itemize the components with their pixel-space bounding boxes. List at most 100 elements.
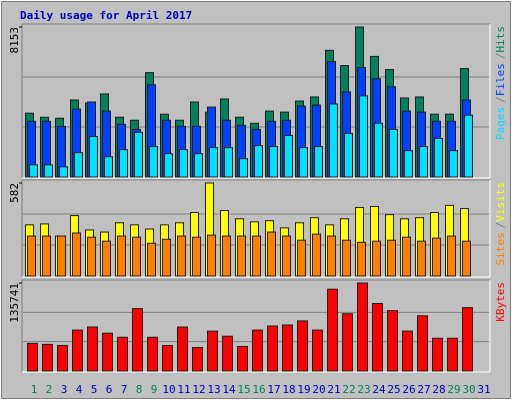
bar — [447, 337, 458, 372]
x-tick-label: 4 — [76, 383, 83, 396]
bar — [164, 153, 173, 178]
bar — [89, 135, 98, 178]
legend-entry: Visits — [494, 182, 507, 222]
x-tick-label: 5 — [91, 383, 98, 396]
bar — [344, 132, 353, 178]
bar — [72, 329, 83, 372]
bar — [117, 336, 128, 372]
bar — [222, 235, 231, 277]
legend-separator: / — [494, 96, 507, 103]
x-tick-label: 27 — [417, 383, 430, 396]
bar — [194, 153, 203, 178]
bar — [237, 345, 248, 372]
bar — [239, 158, 248, 178]
bar — [372, 302, 383, 372]
bar — [402, 236, 411, 277]
bar — [327, 288, 338, 372]
bar — [432, 237, 441, 277]
bar — [147, 242, 156, 277]
bar — [402, 330, 413, 372]
x-tick-label: 8 — [136, 383, 143, 396]
bar — [117, 235, 126, 277]
x-tick-label: 17 — [267, 383, 280, 396]
bar — [462, 307, 473, 372]
bar — [254, 145, 263, 178]
x-tick-label: 6 — [106, 383, 113, 396]
x-tick-label: 2 — [46, 383, 53, 396]
bar — [359, 95, 368, 178]
bar — [417, 240, 426, 277]
bar — [192, 236, 201, 277]
bar — [57, 344, 68, 372]
bar — [299, 147, 308, 178]
legend: Sites /Visits — [494, 182, 507, 266]
bar — [389, 128, 398, 178]
x-tick-label: 9 — [151, 383, 158, 396]
bar — [42, 235, 51, 277]
bar — [419, 146, 428, 178]
x-tick-label: 14 — [222, 383, 236, 396]
bar — [282, 235, 291, 277]
x-tick-label: 1 — [31, 383, 38, 396]
bar — [314, 146, 323, 178]
bar — [132, 308, 143, 372]
bar — [74, 152, 83, 178]
bar — [372, 240, 381, 277]
bar — [72, 232, 81, 277]
x-tick-label: 7 — [121, 383, 128, 396]
x-tick-label: 21 — [327, 383, 340, 396]
x-tick-label: 23 — [357, 383, 370, 396]
x-tick-label: 11 — [177, 383, 190, 396]
x-tick-label: 16 — [252, 383, 265, 396]
bar — [27, 342, 38, 372]
bar — [297, 239, 306, 277]
bar — [42, 343, 53, 372]
bar — [297, 320, 308, 372]
bar — [134, 131, 143, 178]
legend-separator: / — [494, 53, 507, 60]
bar — [87, 236, 96, 277]
x-tick-label: 12 — [192, 383, 205, 396]
bar — [132, 236, 141, 277]
x-tick-label: 30 — [462, 383, 475, 396]
bar — [417, 315, 428, 372]
bar — [177, 326, 188, 372]
bar — [177, 235, 186, 277]
x-tick-label: 18 — [282, 383, 295, 396]
bar — [149, 146, 158, 178]
x-tick-label: 25 — [387, 383, 400, 396]
bar — [207, 234, 216, 277]
bar — [434, 137, 443, 178]
bar — [179, 149, 188, 178]
bar — [237, 235, 246, 277]
bar — [432, 337, 443, 372]
x-tick-label: 26 — [402, 383, 415, 396]
bar — [44, 164, 53, 178]
legend-entry: Sites — [494, 232, 507, 265]
bar — [224, 147, 233, 178]
legend-entry: Pages — [494, 107, 507, 140]
bar — [162, 238, 171, 277]
bar — [462, 240, 471, 277]
x-tick-label: 3 — [61, 383, 68, 396]
bar — [404, 150, 413, 178]
bar — [267, 231, 276, 277]
bar — [447, 235, 456, 277]
bar — [222, 335, 233, 372]
bar — [282, 324, 293, 372]
legend: KBytes — [494, 282, 507, 322]
bar — [102, 240, 111, 277]
legend-entry: KBytes — [494, 282, 507, 322]
bar — [357, 282, 368, 372]
x-tick-label: 28 — [432, 383, 445, 396]
bar — [374, 122, 383, 178]
bar — [57, 235, 66, 277]
bar — [357, 241, 366, 277]
bar — [29, 164, 38, 178]
bar — [104, 156, 113, 178]
chart-title: Daily usage for April 2017 — [20, 9, 192, 22]
bar — [464, 114, 473, 178]
x-tick-label: 20 — [312, 383, 325, 396]
bar — [327, 235, 336, 277]
bar — [312, 233, 321, 277]
